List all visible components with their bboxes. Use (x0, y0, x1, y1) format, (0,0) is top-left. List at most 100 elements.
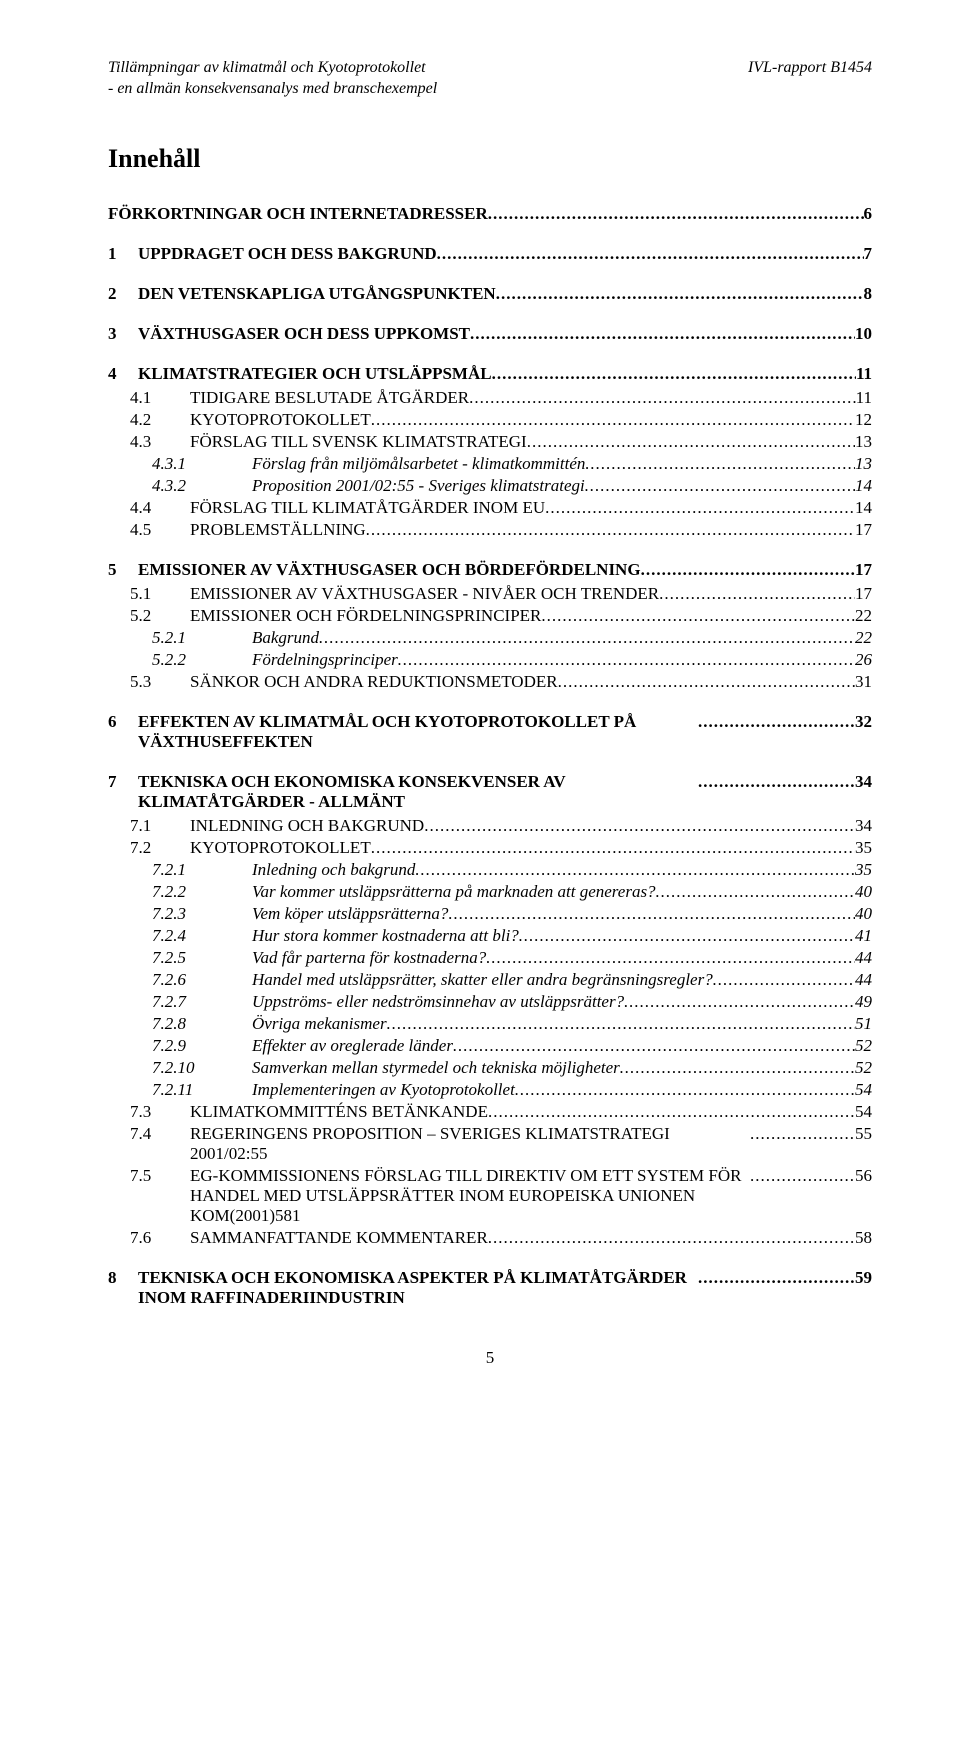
toc-entry-page: 40 (855, 882, 872, 902)
toc-entry-page: 51 (855, 1014, 872, 1034)
toc-leader-dots (624, 992, 855, 1012)
toc-entry-page: 54 (855, 1102, 872, 1122)
toc-entry-page: 52 (855, 1058, 872, 1078)
toc-leader-dots (453, 1036, 855, 1056)
toc-entry-number: 4 (108, 364, 138, 384)
toc-leader-dots (515, 1080, 855, 1100)
toc-entry: 5.2.1 Bakgrund22 (108, 628, 872, 648)
toc-entry-number: 7.4 (108, 1124, 190, 1144)
toc-entry-label: EMISSIONER AV VÄXTHUSGASER OCH BÖRDEFÖRD… (138, 560, 641, 580)
toc-entry: 4.3 FÖRSLAG TILL SVENSK KLIMATSTRATEGI13 (108, 432, 872, 452)
toc-entry: 4.3.2 Proposition 2001/02:55 - Sveriges … (108, 476, 872, 496)
toc-entry: 4.3.1 Förslag från miljömålsarbetet - kl… (108, 454, 872, 474)
toc-entry-page: 35 (855, 838, 872, 858)
toc-entry-page: 59 (855, 1268, 872, 1288)
toc-entry-number: 5 (108, 560, 138, 580)
toc-entry-label: Uppströms- eller nedströmsinnehav av uts… (252, 992, 624, 1012)
toc-leader-dots (488, 1102, 855, 1122)
toc-leader-dots (437, 244, 864, 264)
toc-entry-page: 17 (855, 520, 872, 540)
toc-entry-page: 13 (855, 454, 872, 474)
toc-leader-dots (585, 454, 855, 474)
toc-entry-label: FÖRSLAG TILL SVENSK KLIMATSTRATEGI (190, 432, 527, 452)
toc-entry: 7.2.6 Handel med utsläppsrätter, skatter… (108, 970, 872, 990)
toc-entry: 5.3 SÄNKOR OCH ANDRA REDUKTIONSMETODER31 (108, 672, 872, 692)
header-title-line1: Tillämpningar av klimatmål och Kyotoprot… (108, 58, 437, 79)
toc-entry-number: 7.2.8 (108, 1014, 252, 1034)
toc-entry-number: 4.1 (108, 388, 190, 408)
toc-entry-number: 3 (108, 324, 138, 344)
toc-entry-number: 8 (108, 1268, 138, 1288)
toc-entry: 7.2.4 Hur stora kommer kostnaderna att b… (108, 926, 872, 946)
toc-entry: 5.2.2 Fördelningsprinciper26 (108, 650, 872, 670)
toc-entry-number: 4.4 (108, 498, 190, 518)
toc-entry: 7.2.9 Effekter av oreglerade länder52 (108, 1036, 872, 1056)
document-page: Tillämpningar av klimatmål och Kyotoprot… (0, 0, 960, 1408)
toc-leader-dots (496, 284, 864, 304)
toc-entry-number: 4.3.1 (108, 454, 252, 474)
toc-entry-page: 44 (855, 948, 872, 968)
toc-entry: 7.2.7 Uppströms- eller nedströmsinnehav … (108, 992, 872, 1012)
toc-entry-number: 7.2.1 (108, 860, 252, 880)
toc-entry-page: 40 (855, 904, 872, 924)
toc-entry-page: 6 (864, 204, 873, 224)
toc-entry-number: 5.1 (108, 584, 190, 604)
header-left: Tillämpningar av klimatmål och Kyotoprot… (108, 58, 437, 100)
toc-entry: 7.1 INLEDNING OCH BAKGRUND34 (108, 816, 872, 836)
toc-entry-number: 6 (108, 712, 138, 732)
toc-entry: 4.5 PROBLEMSTÄLLNING17 (108, 520, 872, 540)
toc-entry-number: 5.2.1 (108, 628, 252, 648)
toc-leader-dots (492, 364, 856, 384)
toc-entry-number: 7.3 (108, 1102, 190, 1122)
toc-entry-label: VÄXTHUSGASER OCH DESS UPPKOMST (138, 324, 470, 344)
toc-entry: 7.2.2 Var kommer utsläppsrätterna på mar… (108, 882, 872, 902)
header-title-line2: - en allmän konsekvensanalys med bransch… (108, 79, 437, 100)
toc-leader-dots (319, 628, 855, 648)
toc-leader-dots (541, 606, 855, 626)
toc-entry: 7.4 REGERINGENS PROPOSITION – SVERIGES K… (108, 1124, 872, 1164)
toc-entry-page: 17 (855, 560, 872, 580)
toc-entry-page: 8 (864, 284, 873, 304)
toc-entry-label: REGERINGENS PROPOSITION – SVERIGES KLIMA… (190, 1124, 750, 1164)
toc-leader-dots (641, 560, 855, 580)
toc-entry-number: 4.3 (108, 432, 190, 452)
toc-entry-label: TEKNISKA OCH EKONOMISKA ASPEKTER PÅ KLIM… (138, 1268, 698, 1308)
toc-entry: 5 EMISSIONER AV VÄXTHUSGASER OCH BÖRDEFÖ… (108, 560, 872, 580)
toc-entry-label: UPPDRAGET OCH DESS BAKGRUND (138, 244, 437, 264)
toc-entry-page: 7 (864, 244, 873, 264)
toc-leader-dots (527, 432, 855, 452)
toc-entry-label: Förslag från miljömålsarbetet - klimatko… (252, 454, 585, 474)
toc-entry: 3 VÄXTHUSGASER OCH DESS UPPKOMST10 (108, 324, 872, 344)
toc-entry-number: 5.3 (108, 672, 190, 692)
toc-entry: 7.2.11 Implementeringen av Kyotoprotokol… (108, 1080, 872, 1100)
toc-entry-page: 54 (855, 1080, 872, 1100)
toc-entry-label: Bakgrund (252, 628, 319, 648)
toc-entry-page: 11 (856, 388, 872, 408)
toc-entry-label: Implementeringen av Kyotoprotokollet (252, 1080, 515, 1100)
toc-leader-dots (488, 204, 864, 224)
table-of-contents: FÖRKORTNINGAR OCH INTERNETADRESSER61 UPP… (108, 204, 872, 1308)
toc-entry: FÖRKORTNINGAR OCH INTERNETADRESSER6 (108, 204, 872, 224)
toc-entry-label: Inledning och bakgrund (252, 860, 415, 880)
toc-entry-label: KYOTOPROTOKOLLET (190, 410, 371, 430)
toc-leader-dots (366, 520, 855, 540)
toc-entry-number: 7.1 (108, 816, 190, 836)
toc-entry: 4.4 FÖRSLAG TILL KLIMATÅTGÄRDER INOM EU1… (108, 498, 872, 518)
toc-leader-dots (387, 1014, 855, 1034)
toc-leader-dots (659, 584, 855, 604)
toc-entry: 8 TEKNISKA OCH EKONOMISKA ASPEKTER PÅ KL… (108, 1268, 872, 1308)
toc-entry-number: 5.2.2 (108, 650, 252, 670)
toc-entry: 1 UPPDRAGET OCH DESS BAKGRUND7 (108, 244, 872, 264)
toc-leader-dots (656, 882, 855, 902)
toc-entry-page: 49 (855, 992, 872, 1012)
toc-entry-page: 31 (855, 672, 872, 692)
toc-entry-label: EG-KOMMISSIONENS FÖRSLAG TILL DIREKTIV O… (190, 1166, 750, 1226)
toc-entry: 4.1 TIDIGARE BESLUTADE ÅTGÄRDER11 (108, 388, 872, 408)
toc-entry: 5.1 EMISSIONER AV VÄXTHUSGASER - NIVÅER … (108, 584, 872, 604)
toc-entry-label: PROBLEMSTÄLLNING (190, 520, 366, 540)
toc-entry-label: Var kommer utsläppsrätterna på marknaden… (252, 882, 656, 902)
toc-leader-dots (486, 948, 855, 968)
toc-leader-dots (713, 970, 855, 990)
toc-entry-number: 7.2.2 (108, 882, 252, 902)
toc-entry-number: 2 (108, 284, 138, 304)
